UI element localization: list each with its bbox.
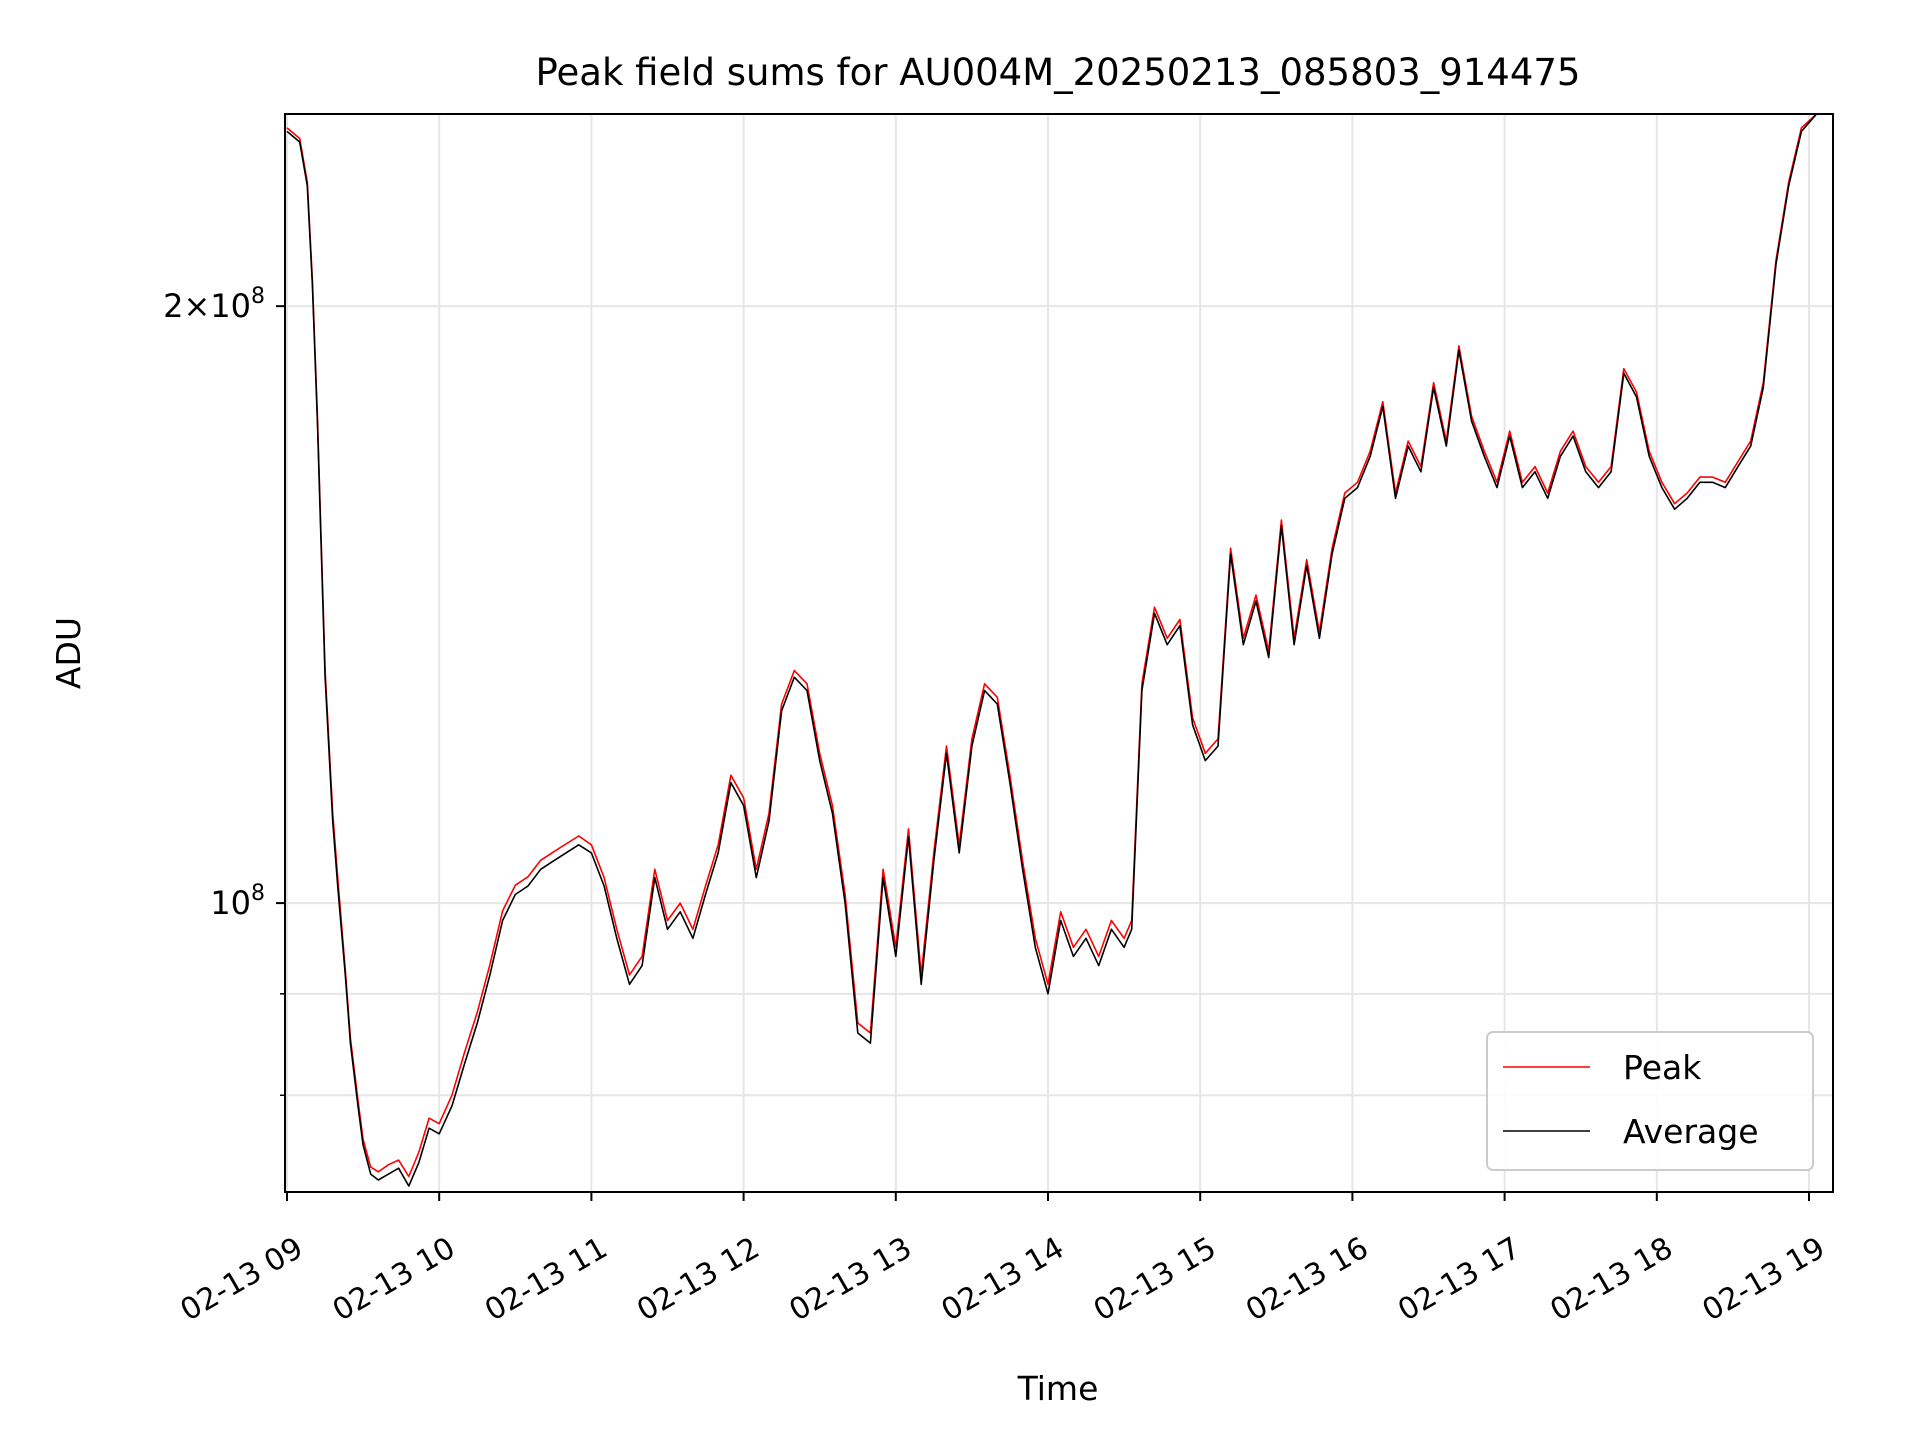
legend: Peak Average bbox=[1486, 1031, 1814, 1171]
y-axis-label: ADU bbox=[49, 617, 88, 689]
legend-label-average: Average bbox=[1623, 1112, 1759, 1151]
grid-lines bbox=[285, 114, 1833, 1192]
series-line-peak bbox=[286, 113, 1818, 1178]
legend-label-peak: Peak bbox=[1623, 1048, 1702, 1087]
plot-frame bbox=[284, 113, 1834, 1193]
chart-title: Peak field sums for AU004M_20250213_0858… bbox=[536, 51, 1581, 94]
plot-lines bbox=[286, 113, 1818, 1187]
x-axis-label: Time bbox=[1017, 1369, 1099, 1408]
y-tick-label: 2×108 bbox=[163, 284, 265, 325]
series-line-average bbox=[286, 113, 1818, 1187]
